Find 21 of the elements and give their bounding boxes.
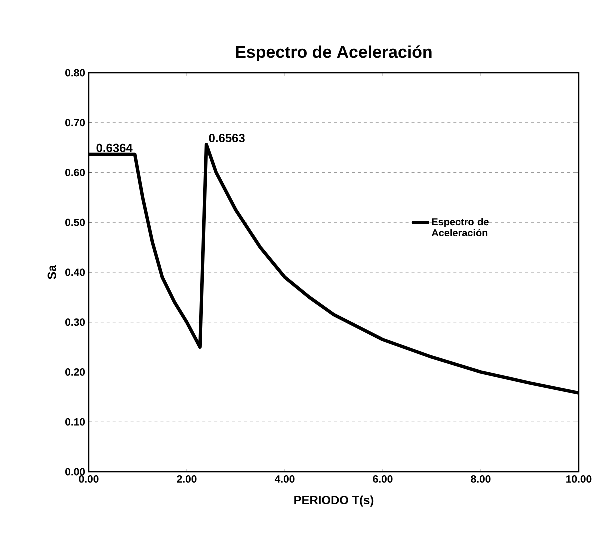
x-tick-label: 6.00 <box>373 476 393 483</box>
x-tick-label: 10.00 <box>566 476 592 483</box>
y-tick-label: 0.70 <box>66 119 86 127</box>
annotation: 0.6364 <box>96 144 133 152</box>
x-tick-label: 4.00 <box>274 476 295 483</box>
y-tick-label: 0.20 <box>66 368 86 376</box>
y-tick-label: 0.40 <box>66 268 86 276</box>
x-axis-title: PERIODO T(s) <box>294 496 374 507</box>
y-tick-label: 0.60 <box>66 169 86 176</box>
annotation: 0.6563 <box>209 134 245 142</box>
y-tick-label: 0.00 <box>66 468 86 476</box>
chart-title: Espectro de Aceleración <box>236 46 432 62</box>
x-tick-label: 8.00 <box>471 476 491 483</box>
y-tick-label: 0.80 <box>66 69 86 77</box>
x-tick-label: 2.00 <box>177 476 197 483</box>
x-tick-label: 0.00 <box>79 476 99 483</box>
y-axis-title: Sa <box>48 265 56 280</box>
y-tick-label: 0.50 <box>66 218 86 226</box>
y-tick-label: 0.30 <box>66 318 86 326</box>
legend-label: Espectro de Aceleración <box>432 218 489 237</box>
y-tick-label: 0.10 <box>66 418 86 426</box>
